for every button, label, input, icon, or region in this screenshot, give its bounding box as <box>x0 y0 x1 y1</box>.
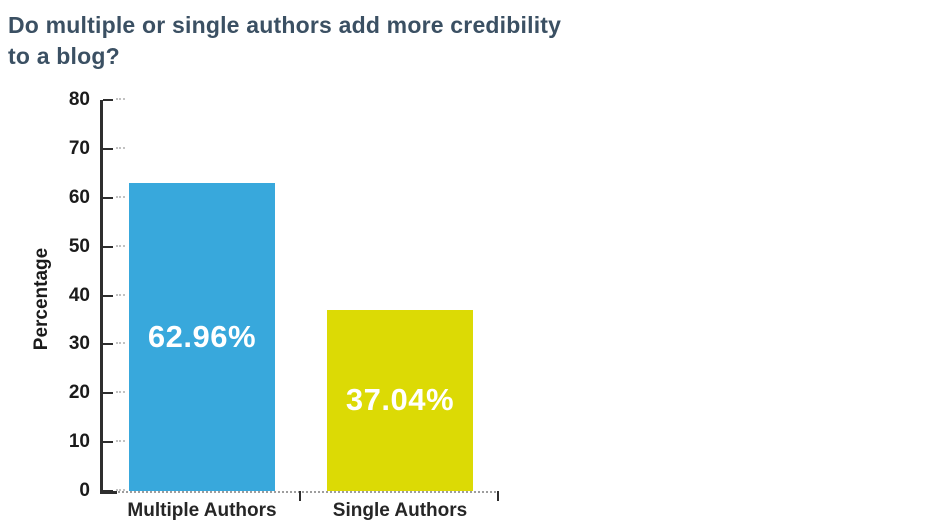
y-tick-gridstub <box>116 293 125 296</box>
y-tick-gridstub <box>116 440 125 443</box>
bar-value-label: 37.04% <box>345 382 455 418</box>
y-tick-gridstub <box>116 391 125 394</box>
bar-single-authors: 37.04% <box>327 309 473 491</box>
y-tick-label: 0 <box>79 480 90 501</box>
y-tick-gridstub <box>116 146 125 149</box>
y-tick-label: 80 <box>68 89 90 110</box>
y-tick <box>103 147 113 150</box>
x-tick <box>497 491 499 501</box>
x-axis-corner <box>100 491 117 494</box>
chart-title: Do multiple or single authors add more c… <box>8 12 562 69</box>
y-tick <box>103 196 113 199</box>
x-tick <box>299 491 301 501</box>
y-tick-label: 10 <box>68 431 90 453</box>
y-tick-label: 60 <box>68 186 90 208</box>
y-tick <box>103 294 113 297</box>
bar-value-label: 62.96% <box>147 319 257 355</box>
bar-multiple-authors: 62.96% <box>129 183 275 491</box>
y-tick-gridstub <box>116 244 125 247</box>
y-tick <box>103 392 113 395</box>
y-tick-label: 70 <box>68 137 90 159</box>
x-category-label: Single Authors <box>332 500 468 521</box>
y-tick-gridstub <box>116 489 125 491</box>
y-tick <box>103 343 113 346</box>
y-tick <box>103 441 113 444</box>
y-tick-gridstub <box>116 195 125 198</box>
x-axis-line <box>103 491 499 493</box>
y-tick-gridstub <box>116 98 125 100</box>
y-tick-label: 20 <box>68 382 90 404</box>
y-tick-label: 40 <box>68 284 90 306</box>
y-axis-line <box>100 100 103 494</box>
y-tick-label: 50 <box>68 235 90 257</box>
y-tick <box>103 99 113 101</box>
x-category-label: Multiple Authors <box>127 500 277 521</box>
y-tick-label: 30 <box>68 333 90 355</box>
y-tick <box>103 245 113 248</box>
y-tick-gridstub <box>116 342 125 345</box>
